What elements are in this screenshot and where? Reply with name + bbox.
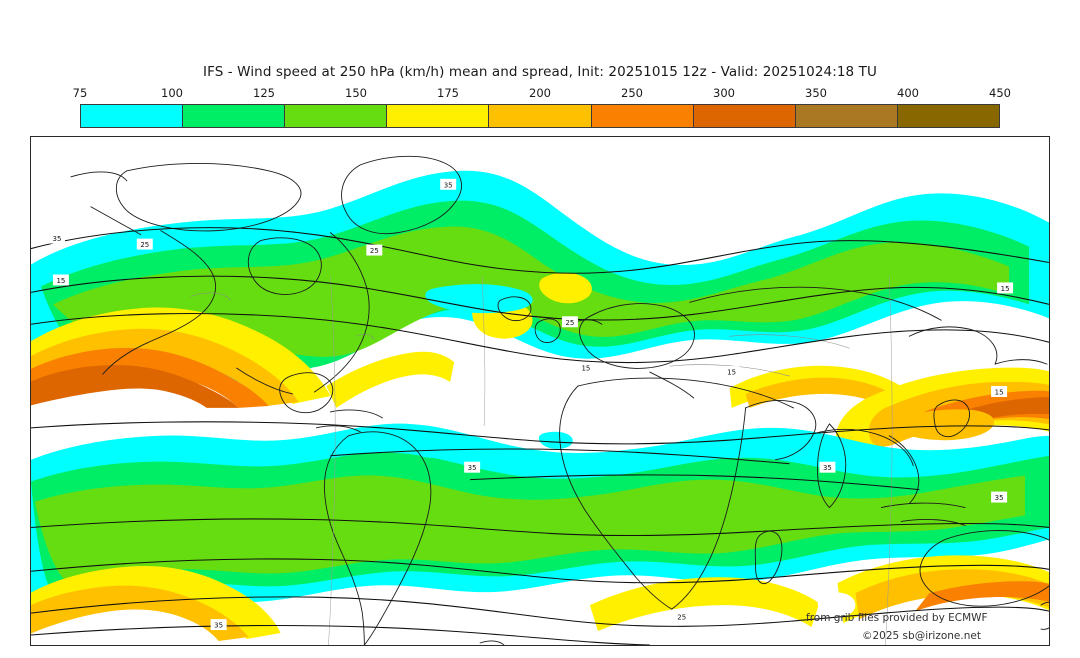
colorbar-swatch-0 — [81, 105, 184, 127]
page-title: IFS - Wind speed at 250 hPa (km/h) mean … — [203, 64, 877, 80]
colorbar-tick-450: 450 — [989, 86, 1011, 100]
colorbar-swatch-3 — [387, 105, 490, 127]
svg-text:15: 15 — [727, 369, 736, 377]
colorbar-tick-250: 250 — [621, 86, 643, 100]
colorbar-swatch-4 — [489, 105, 592, 127]
colorbar-tick-labels: 75 100 125 150 175 200 250 300 350 400 450 — [73, 86, 1011, 102]
credit-source: from grib files provided by ECMWF — [806, 612, 988, 624]
credit-copyright: ©2025 sb@irizone.net — [862, 630, 981, 642]
colorbar-swatch-6 — [693, 105, 796, 127]
svg-text:35: 35 — [823, 464, 832, 472]
colorbar-tick-125: 125 — [253, 86, 275, 100]
svg-text:35: 35 — [214, 622, 223, 630]
svg-text:25: 25 — [140, 241, 149, 249]
coastlines — [70, 155, 1049, 645]
colorbar-tick-300: 300 — [713, 86, 735, 100]
svg-text:15: 15 — [56, 277, 65, 285]
svg-text:25: 25 — [565, 319, 574, 327]
svg-text:25: 25 — [370, 247, 379, 255]
svg-text:15: 15 — [1001, 285, 1010, 293]
svg-text:35: 35 — [444, 181, 453, 189]
svg-text:15: 15 — [581, 365, 590, 373]
colorbar-swatch-2 — [285, 105, 388, 127]
world-wind-speed-map: 25 35 35 15 25 — [31, 155, 1049, 645]
svg-text:35: 35 — [995, 494, 1004, 502]
colorbar-swatch-7 — [795, 105, 898, 127]
colorbar-tick-150: 150 — [345, 86, 367, 100]
svg-text:35: 35 — [53, 235, 62, 243]
colorbar-tick-75: 75 — [72, 86, 88, 100]
colorbar-tick-200: 200 — [529, 86, 551, 100]
svg-text:15: 15 — [995, 388, 1004, 396]
colorbar-tick-350: 350 — [805, 86, 827, 100]
contour-value-labels: 25 35 35 15 25 — [48, 178, 1014, 631]
colorbar-swatch-1 — [183, 105, 286, 127]
colorbar-swatch-5 — [591, 105, 694, 127]
colorbar-tick-100: 100 — [161, 86, 183, 100]
colorbar-tick-400: 400 — [897, 86, 919, 100]
wind-speed-filled-contours — [31, 170, 1049, 642]
colorbar-swatches — [80, 104, 1000, 128]
colorbar-swatch-8 — [897, 105, 999, 127]
colorbar: 75 100 125 150 175 200 250 300 350 400 450 — [73, 86, 1011, 128]
colorbar-tick-175: 175 — [437, 86, 459, 100]
svg-text:25: 25 — [677, 614, 686, 622]
map-plot-area: 25 35 35 15 25 — [30, 136, 1050, 646]
spread-contour-lines — [31, 227, 1049, 645]
svg-text:35: 35 — [468, 464, 477, 472]
